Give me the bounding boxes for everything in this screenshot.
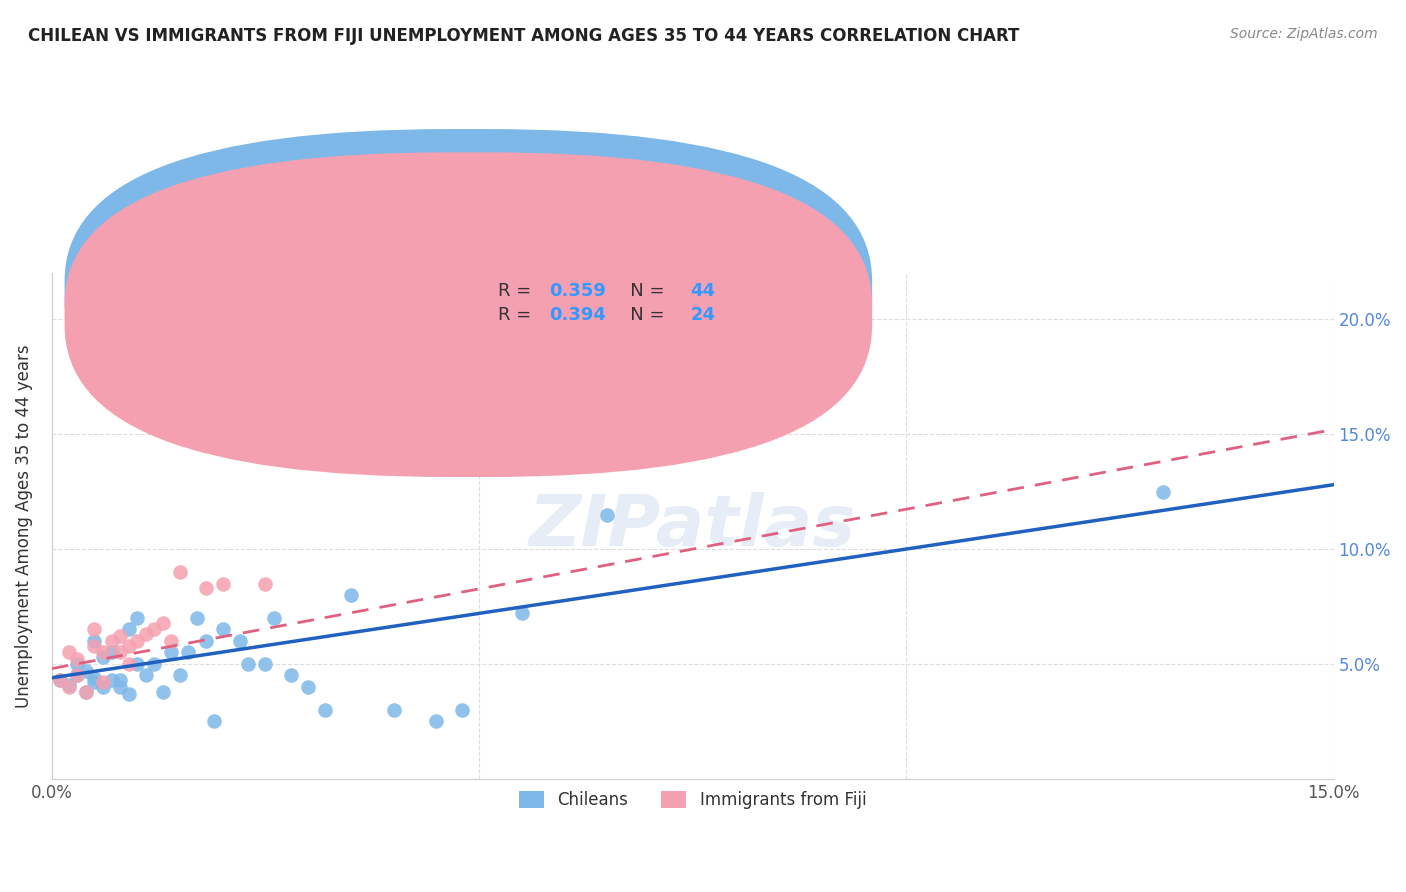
Point <box>108 645 131 659</box>
Point <box>186 611 208 625</box>
Text: N =: N = <box>613 283 671 301</box>
Point <box>135 668 157 682</box>
Point <box>83 634 105 648</box>
Text: N =: N = <box>613 306 671 324</box>
Point <box>143 623 166 637</box>
Point <box>75 684 97 698</box>
Point <box>810 376 832 391</box>
Text: CHILEAN VS IMMIGRANTS FROM FIJI UNEMPLOYMENT AMONG AGES 35 TO 44 YEARS CORRELATI: CHILEAN VS IMMIGRANTS FROM FIJI UNEMPLOY… <box>28 27 1019 45</box>
Point <box>100 673 122 687</box>
Point <box>66 657 89 671</box>
Point <box>118 639 141 653</box>
Point <box>66 668 89 682</box>
Point <box>229 634 252 648</box>
Point <box>49 673 72 687</box>
Text: 0.394: 0.394 <box>550 306 606 324</box>
Point <box>194 581 217 595</box>
Text: 24: 24 <box>690 306 716 324</box>
Point <box>118 657 141 671</box>
Point <box>66 668 89 682</box>
Point <box>314 703 336 717</box>
Point <box>211 623 233 637</box>
Point <box>169 668 191 682</box>
Point <box>83 675 105 690</box>
Point <box>58 645 80 659</box>
Point <box>58 678 80 692</box>
Point <box>596 508 619 522</box>
Text: R =: R = <box>498 283 537 301</box>
Point <box>118 623 141 637</box>
Text: 0.359: 0.359 <box>550 283 606 301</box>
Text: Source: ZipAtlas.com: Source: ZipAtlas.com <box>1230 27 1378 41</box>
Point <box>177 645 200 659</box>
Point <box>127 657 149 671</box>
Point <box>75 684 97 698</box>
Point <box>91 645 114 659</box>
Point <box>91 650 114 665</box>
Point <box>211 576 233 591</box>
Y-axis label: Unemployment Among Ages 35 to 44 years: Unemployment Among Ages 35 to 44 years <box>15 344 32 708</box>
Point <box>100 645 122 659</box>
Point <box>160 634 183 648</box>
Point <box>58 680 80 694</box>
Text: ZIPatlas: ZIPatlas <box>529 491 856 560</box>
Point <box>194 634 217 648</box>
Point <box>425 714 447 729</box>
Point <box>100 634 122 648</box>
Point <box>340 588 363 602</box>
Point <box>152 684 174 698</box>
Point <box>254 657 277 671</box>
Point <box>83 623 105 637</box>
Point <box>160 645 183 659</box>
Point <box>238 657 260 671</box>
Point <box>127 611 149 625</box>
Point <box>75 664 97 678</box>
Point <box>135 627 157 641</box>
Point <box>202 714 225 729</box>
Point <box>297 680 319 694</box>
Point <box>254 576 277 591</box>
Point <box>143 657 166 671</box>
FancyBboxPatch shape <box>65 129 872 454</box>
Point <box>152 615 174 630</box>
Point <box>510 607 533 621</box>
Point <box>118 687 141 701</box>
Point <box>91 675 114 690</box>
Text: 44: 44 <box>690 283 716 301</box>
Point <box>83 671 105 685</box>
Point <box>451 703 474 717</box>
FancyBboxPatch shape <box>65 153 872 477</box>
Point <box>49 673 72 687</box>
Point <box>108 629 131 643</box>
Point <box>280 668 302 682</box>
Point <box>108 680 131 694</box>
Point <box>66 652 89 666</box>
Point <box>1152 484 1174 499</box>
Legend: Chileans, Immigrants from Fiji: Chileans, Immigrants from Fiji <box>512 785 873 816</box>
Point <box>263 611 285 625</box>
Point <box>91 680 114 694</box>
Point <box>127 634 149 648</box>
Point <box>83 639 105 653</box>
Text: R =: R = <box>498 306 537 324</box>
Point <box>108 673 131 687</box>
FancyBboxPatch shape <box>436 278 769 331</box>
Point <box>382 703 405 717</box>
Point <box>169 565 191 579</box>
